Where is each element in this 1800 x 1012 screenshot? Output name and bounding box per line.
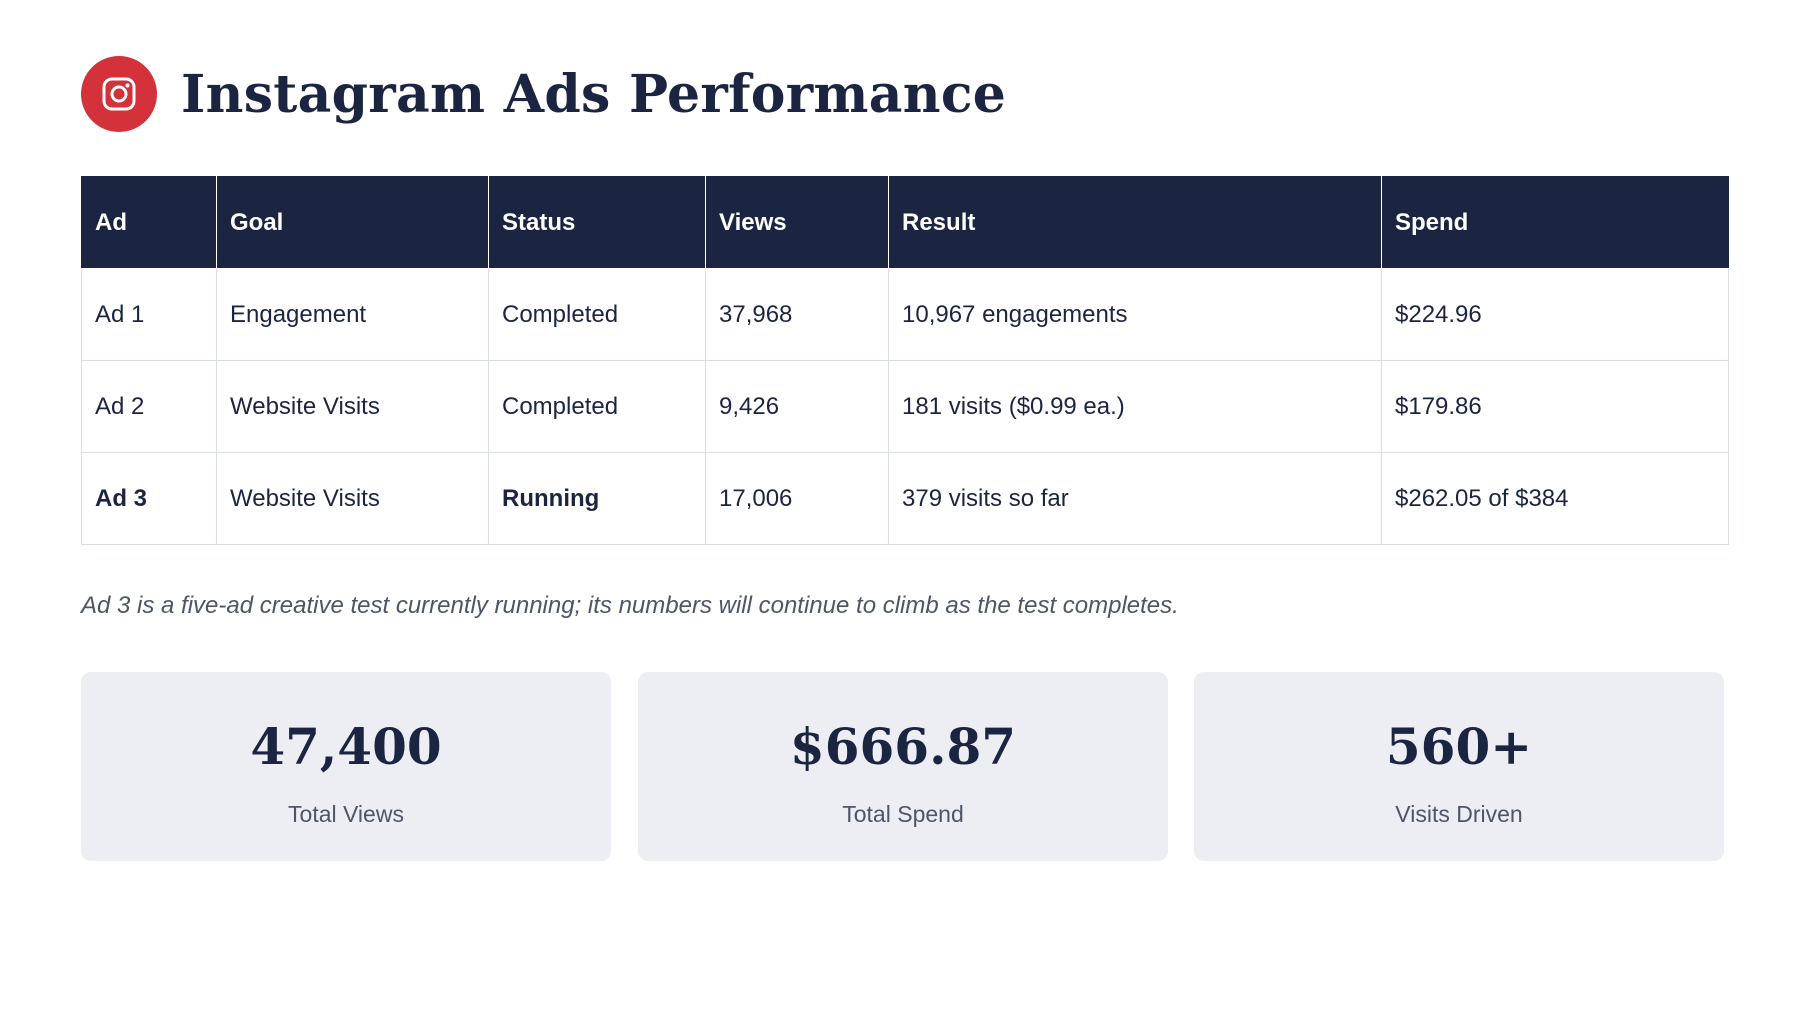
stat-value: 560+ bbox=[1385, 717, 1533, 776]
cell-status-running: Running bbox=[488, 452, 706, 545]
cell-spend: $262.05 of $384 bbox=[1381, 452, 1729, 545]
cell-views: 9,426 bbox=[705, 360, 889, 453]
cell-goal: Website Visits bbox=[216, 360, 489, 453]
page-header: Instagram Ads Performance bbox=[81, 56, 1006, 132]
cell-result: 181 visits ($0.99 ea.) bbox=[888, 360, 1382, 453]
footnote: Ad 3 is a five-ad creative test currentl… bbox=[81, 592, 1179, 619]
cell-status: Completed bbox=[488, 360, 706, 453]
stat-card-total-spend: $666.87 Total Spend bbox=[638, 672, 1168, 861]
column-header-goal: Goal bbox=[216, 176, 489, 269]
cell-spend: $224.96 bbox=[1381, 268, 1729, 361]
cell-goal: Engagement bbox=[216, 268, 489, 361]
cell-views: 17,006 bbox=[705, 452, 889, 545]
instagram-icon bbox=[81, 56, 157, 132]
cell-result: 379 visits so far bbox=[888, 452, 1382, 545]
cell-ad: Ad 2 bbox=[81, 360, 217, 453]
cell-views: 37,968 bbox=[705, 268, 889, 361]
stat-label: Visits Driven bbox=[1395, 801, 1523, 827]
page-title: Instagram Ads Performance bbox=[181, 63, 1007, 125]
stat-card-visits-driven: 560+ Visits Driven bbox=[1194, 672, 1724, 861]
cell-ad: Ad 1 bbox=[81, 268, 217, 361]
stat-value: 47,400 bbox=[250, 717, 442, 776]
table-row: Ad 2 Website Visits Completed 9,426 181 … bbox=[81, 360, 1729, 453]
table-row: Ad 3 Website Visits Running 17,006 379 v… bbox=[81, 452, 1729, 545]
column-header-views: Views bbox=[705, 176, 889, 269]
column-header-status: Status bbox=[488, 176, 706, 269]
cell-result: 10,967 engagements bbox=[888, 268, 1382, 361]
column-header-spend: Spend bbox=[1381, 176, 1729, 269]
stat-value: $666.87 bbox=[789, 717, 1017, 776]
table-header-row: Ad Goal Status Views Result Spend bbox=[81, 176, 1729, 269]
table-row: Ad 1 Engagement Completed 37,968 10,967 … bbox=[81, 268, 1729, 361]
stat-label: Total Spend bbox=[842, 801, 964, 827]
stat-label: Total Views bbox=[288, 801, 404, 827]
cell-ad: Ad 3 bbox=[81, 452, 217, 545]
column-header-ad: Ad bbox=[81, 176, 217, 269]
column-header-result: Result bbox=[888, 176, 1382, 269]
cell-goal: Website Visits bbox=[216, 452, 489, 545]
cell-status: Completed bbox=[488, 268, 706, 361]
stat-card-total-views: 47,400 Total Views bbox=[81, 672, 611, 861]
ads-performance-table: Ad Goal Status Views Result Spend Ad 1 E… bbox=[81, 176, 1729, 545]
cell-spend: $179.86 bbox=[1381, 360, 1729, 453]
